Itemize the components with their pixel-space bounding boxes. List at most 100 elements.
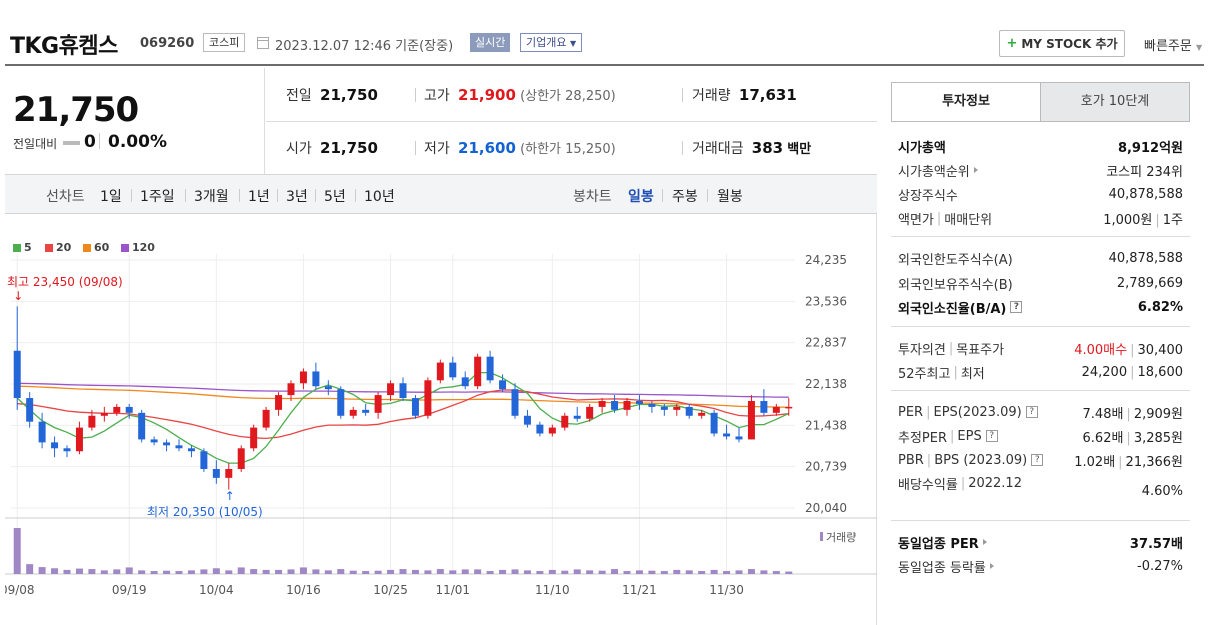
volume-bar <box>785 571 793 574</box>
candle-body <box>287 383 295 396</box>
mystock-add-button[interactable]: + MY STOCK 추가 <box>999 30 1125 57</box>
candle-body <box>75 427 83 452</box>
tab-hoga-10[interactable]: 호가 10단계 <box>1040 82 1190 122</box>
period-5y[interactable]: 5년 <box>324 189 346 205</box>
x-tick-label: 11/01 <box>435 583 470 597</box>
volume-bar <box>411 569 419 574</box>
sector-change-row[interactable]: 동일업종 등락률 -0.27% <box>898 558 1183 576</box>
sector-per-row[interactable]: 동일업종 PER 37.57배 <box>898 536 1183 552</box>
x-tick-label: 09/08 <box>5 583 35 597</box>
realtime-badge[interactable]: 실시간 <box>470 33 511 52</box>
candle-body <box>623 400 631 410</box>
day-high: 고가 21,900 (상한가 28,250) <box>424 86 616 104</box>
market-badge: 코스피 <box>203 33 246 52</box>
volume-bar <box>312 569 320 574</box>
candle-body <box>673 406 681 410</box>
week52-row: 52주최고 | 최저 24,200 | 18,600 <box>898 364 1183 382</box>
y-tick-label: 21,438 <box>805 418 847 432</box>
period-1d[interactable]: 1일 <box>100 189 122 205</box>
candle-chart-label: 봉차트 <box>573 189 612 205</box>
candle-body <box>187 448 195 452</box>
header-divider <box>5 64 1204 66</box>
volume-bar <box>250 569 258 574</box>
trade-volume: 거래량 17,631 <box>692 86 797 104</box>
market-cap-rank-row[interactable]: 시가총액순위 코스피 234위 <box>898 164 1183 180</box>
volume-bar <box>349 570 357 574</box>
volume-bar <box>51 568 59 574</box>
candle-body <box>51 442 59 449</box>
y-tick-label: 23,536 <box>805 294 847 308</box>
trade-amount: 거래대금 383 백만 <box>692 139 812 157</box>
volume-bar <box>362 571 370 574</box>
x-tick-label: 09/19 <box>112 583 147 597</box>
face-value-row: 액면가 | 매매단위 1,000원 | 1주 <box>898 210 1183 228</box>
volume-bar <box>673 569 681 574</box>
prev-close: 전일 21,750 <box>286 86 378 104</box>
candle-body <box>324 386 332 390</box>
candle-body <box>212 468 220 478</box>
candle-body <box>362 409 370 413</box>
candle-daily[interactable]: 일봉 <box>628 189 654 205</box>
volume-bar <box>175 571 183 574</box>
period-10y[interactable]: 10년 <box>364 189 395 205</box>
volume-bar <box>449 570 457 574</box>
volume-bar <box>237 567 245 574</box>
candle-body <box>598 400 606 407</box>
volume-bar <box>760 570 768 574</box>
legend-ma20: 20 <box>45 241 71 254</box>
volume-bar <box>138 570 146 574</box>
volume-bar <box>337 569 345 574</box>
y-tick-label: 22,837 <box>805 336 847 350</box>
volume-bar <box>523 570 531 574</box>
volume-bar <box>486 571 494 574</box>
period-3m[interactable]: 3개월 <box>194 189 229 205</box>
y-tick-label: 20,040 <box>805 501 847 515</box>
candle-body <box>113 406 121 413</box>
low-annotation: 최저 20,350 (10/05) <box>147 505 263 519</box>
volume-bar <box>635 570 643 574</box>
period-3y[interactable]: 3년 <box>286 189 308 205</box>
candle-body <box>561 415 569 428</box>
est-per-row: 추정PER | EPS? 6.62배 | 3,285원 <box>898 428 1183 446</box>
volume-bar <box>225 570 233 574</box>
period-1w[interactable]: 1주일 <box>140 189 175 205</box>
legend-ma5: 5 <box>13 241 32 254</box>
candle-body <box>299 371 307 384</box>
line-chart-label: 선차트 <box>46 189 85 205</box>
volume-bar <box>13 528 21 574</box>
candle-body <box>200 451 208 469</box>
candle-body <box>100 412 108 416</box>
volume-bar <box>399 569 407 574</box>
price-chart[interactable]: 5 20 60 120 24,235 23,536 22,837 22,138 21,4… <box>5 214 877 625</box>
volume-bar <box>275 569 283 574</box>
help-icon: ? <box>1025 406 1038 418</box>
period-1y[interactable]: 1년 <box>248 189 270 205</box>
open-price: 시가 21,750 <box>286 139 378 157</box>
candle-body <box>723 433 731 437</box>
volume-bar <box>698 571 706 574</box>
dividend-row: 배당수익률 | 2022.12 4.60% <box>898 476 1183 499</box>
candle-body <box>13 350 21 399</box>
volume-bar <box>772 571 780 574</box>
candle-body <box>411 398 419 416</box>
per-eps-row: PER | EPS(2023.09)? 7.48배 | 2,909원 <box>898 404 1183 422</box>
candle-body <box>785 406 793 409</box>
volume-bar <box>187 570 195 574</box>
company-overview-button[interactable]: 기업개요 ▼ <box>520 33 583 52</box>
volume-bar <box>387 569 395 574</box>
volume-label: 거래량 <box>826 531 856 544</box>
candle-weekly[interactable]: 주봉 <box>672 189 698 205</box>
volume-bar <box>100 570 108 574</box>
volume-bar <box>150 571 158 574</box>
candle-body <box>648 403 656 407</box>
candle-monthly[interactable]: 월봉 <box>717 189 743 205</box>
volume-bar <box>660 571 668 574</box>
x-tick-label: 11/10 <box>535 583 570 597</box>
quick-order-button[interactable]: 빠른주문 ▼ <box>1144 39 1203 54</box>
market-cap-row: 시가총액 8,912억원 <box>898 140 1183 156</box>
tab-invest-info[interactable]: 투자정보 <box>891 82 1041 122</box>
candle-body <box>175 445 183 449</box>
candle-body <box>399 383 407 399</box>
foreign-limit-row: 외국인한도주식수(A) 40,878,588 <box>898 250 1183 268</box>
candle-body <box>38 421 46 443</box>
